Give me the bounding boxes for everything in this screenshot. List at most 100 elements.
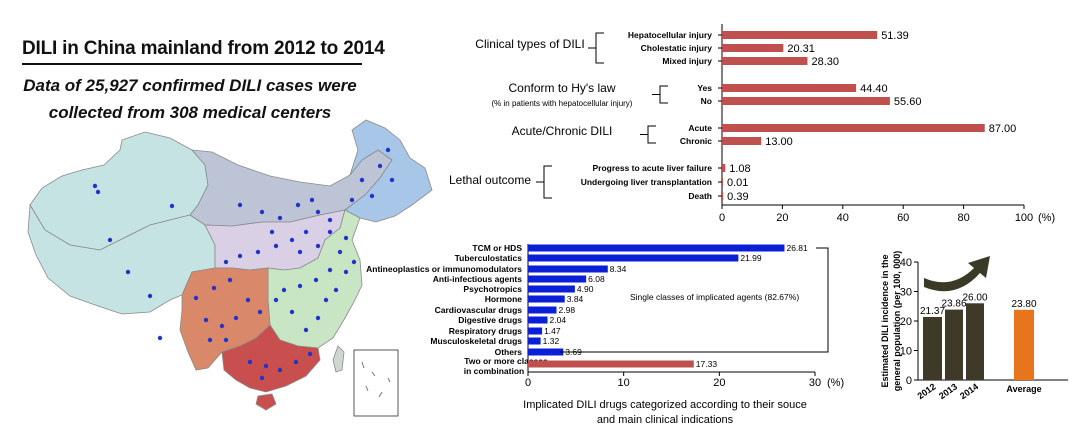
case-marker [281,287,287,293]
case-marker [359,177,365,183]
clinical-bar-value: 0.39 [727,191,748,203]
clinical-bar-value: 87.00 [989,123,1017,135]
case-marker [303,229,309,235]
drugs-bar [528,327,543,335]
map-region-south [221,324,321,393]
case-marker [223,259,229,265]
incidence-y-tick-label: 30 [900,287,912,299]
drugs-bracket [560,247,829,353]
clinical-bar-label: Yes [697,83,712,93]
map-case-markers [92,147,395,381]
incidence-average-bar [1014,309,1034,380]
case-marker [315,315,321,321]
title-underline [22,63,362,65]
incidence-bar-value: 21.37 [920,306,945,317]
clinical-group-note: (% in patients with hepatocellular injur… [492,99,633,108]
drugs-chart-title-2: and main clinical indications [597,414,734,426]
clinical-bar-value: 55.60 [894,96,922,108]
case-marker [323,297,329,303]
clinical-bar-value: 51.39 [881,30,909,42]
case-marker [263,363,269,369]
drugs-bar [528,254,739,262]
drugs-bar-label: Cardiovascular drugs [435,305,523,315]
subtitle-line-2: collected from 308 medical centers [48,103,332,122]
map-inset-islands [361,361,391,398]
map-inset-south-china-sea [353,349,399,417]
case-marker [289,309,295,315]
case-marker [289,237,295,243]
drugs-chart-title-1: Implicated DILI drugs categorized accord… [523,399,807,411]
drugs-x-tick-label: 20 [713,377,725,389]
clinical-bar-value: 20.31 [787,43,815,55]
clinical-bar [722,192,724,200]
clinical-bar-value: 44.40 [860,83,888,95]
clinical-bar-label: Acute [688,123,712,133]
case-marker [343,235,349,241]
case-marker [237,202,243,208]
case-marker [269,229,275,235]
drugs-x-tick-label: 10 [618,377,630,389]
drugs-bar-label: Respiratory drugs [449,326,522,336]
clinical-bar [722,178,723,186]
drugs-bar-label: Hormone [485,294,523,304]
drugs-bar [528,306,557,314]
case-marker [95,189,101,195]
page-title: DILI in China mainland from 2012 to 2014 [22,38,385,59]
case-marker [295,202,301,208]
case-marker [315,209,321,215]
case-marker [255,249,261,255]
case-marker [259,209,265,215]
clinical-group-label: Conform to Hy's law [509,81,616,95]
drugs-bar-label: Anti-infectious agents [433,274,523,284]
clinical-bar [722,124,985,132]
case-marker [233,315,239,321]
case-marker [273,243,279,249]
case-marker [157,335,163,341]
incidence-year-bar [945,309,963,380]
clinical-x-unit: (%) [1038,212,1055,224]
drugs-bar-value: 3.84 [567,294,584,304]
case-marker [309,197,315,203]
case-marker [297,283,303,289]
case-marker [247,359,253,365]
clinical-bar-value: 0.01 [727,177,748,189]
incidence-category-label: 2014 [958,381,980,401]
clinical-bar-label: Undergoing liver transplantation [581,177,712,187]
clinical-bar-label: No [701,96,712,106]
case-marker [207,337,213,343]
drugs-bar-value: 4.90 [577,284,594,294]
case-marker [277,367,283,373]
drugs-bar [528,337,541,345]
drugs-bar-value: 1.32 [543,336,560,346]
incidence-bar-value: 23.80 [1011,299,1036,310]
clinical-group-label: Lethal outcome [449,173,531,187]
clinical-bar-label: Cholestatic injury [641,43,713,53]
incidence-y-tick-label: 20 [900,316,912,328]
case-marker [107,237,113,243]
drugs-bar-value: 1.47 [544,326,561,336]
clinical-bar-label: Death [688,191,712,201]
drugs-bar-value: 2.04 [550,315,567,325]
drugs-bar [528,295,565,303]
clinical-x-tick-label: 20 [776,212,788,224]
case-marker [351,259,357,265]
case-marker [211,285,217,291]
trend-arrow-icon [924,256,990,292]
case-marker [385,147,391,153]
case-marker [303,327,309,333]
case-marker [297,249,303,255]
case-marker [313,277,319,283]
case-marker [193,295,199,301]
drugs-bar-label: Digestive drugs [458,315,522,325]
clinical-bar-value: 1.08 [729,163,750,175]
subtitle-line-1: Data of 25,927 confirmed DILI cases were [23,76,357,95]
drugs-bracket-label: Single classes of implicated agents (82.… [630,292,799,302]
clinical-bar [722,164,726,172]
drugs-x-unit: (%) [827,377,844,389]
case-marker [237,253,243,259]
clinical-bar-label: Mixed injury [662,56,712,66]
